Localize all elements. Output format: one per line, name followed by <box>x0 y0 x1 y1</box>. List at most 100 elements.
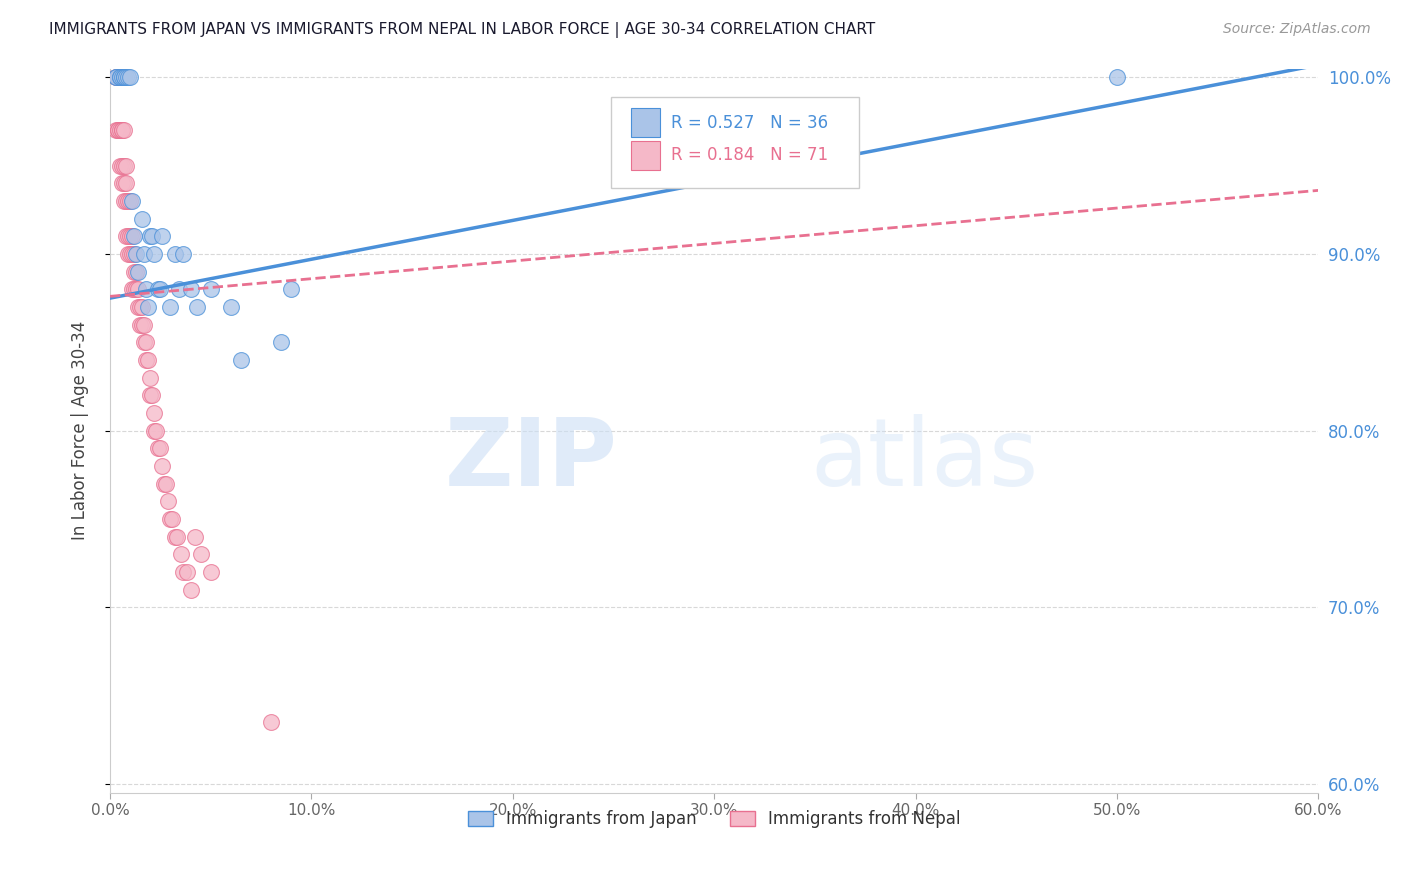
Point <box>129 318 152 332</box>
Point <box>152 458 174 473</box>
Point <box>108 159 131 173</box>
Point <box>105 123 128 137</box>
Point <box>180 282 202 296</box>
Point <box>129 300 152 314</box>
Point <box>115 159 138 173</box>
Point <box>115 177 138 191</box>
Point <box>111 159 134 173</box>
Point <box>120 70 142 85</box>
Point <box>111 177 134 191</box>
Point <box>131 300 153 314</box>
Point <box>145 424 167 438</box>
Point <box>121 282 143 296</box>
Point <box>163 247 186 261</box>
Point <box>166 530 188 544</box>
Point <box>122 247 145 261</box>
Text: IMMIGRANTS FROM JAPAN VS IMMIGRANTS FROM NEPAL IN LABOR FORCE | AGE 30-34 CORREL: IMMIGRANTS FROM JAPAN VS IMMIGRANTS FROM… <box>49 22 876 38</box>
Point <box>176 565 198 579</box>
Point <box>120 194 142 208</box>
Point <box>105 70 128 85</box>
Point <box>167 282 190 296</box>
Point <box>105 70 128 85</box>
Point <box>134 335 156 350</box>
Point <box>115 229 138 244</box>
Point <box>107 123 129 137</box>
Point <box>112 177 135 191</box>
Point <box>108 70 131 85</box>
Point <box>138 353 160 368</box>
Point <box>162 512 184 526</box>
Point <box>134 318 156 332</box>
Point <box>139 229 162 244</box>
Point <box>190 547 212 561</box>
Point <box>141 229 163 244</box>
Point <box>108 70 131 85</box>
Point <box>260 714 283 729</box>
Point <box>112 70 135 85</box>
Point <box>149 442 172 456</box>
Point <box>112 159 135 173</box>
Point <box>143 247 166 261</box>
Point <box>152 229 174 244</box>
Text: atlas: atlas <box>811 414 1039 506</box>
Point <box>115 70 138 85</box>
Point <box>107 123 129 137</box>
Point <box>148 282 170 296</box>
Point <box>127 282 149 296</box>
Point <box>153 476 176 491</box>
Point <box>138 300 160 314</box>
Point <box>270 335 292 350</box>
Point <box>112 70 135 85</box>
Point <box>125 282 148 296</box>
Point <box>120 247 142 261</box>
Point <box>229 353 252 368</box>
Point <box>155 476 177 491</box>
Point <box>131 211 153 226</box>
Point <box>135 353 157 368</box>
FancyBboxPatch shape <box>612 97 859 188</box>
Point <box>121 247 143 261</box>
Point <box>200 282 222 296</box>
Point <box>148 442 170 456</box>
Point <box>135 282 157 296</box>
Point <box>157 494 180 508</box>
Point <box>183 530 205 544</box>
Legend: Immigrants from Japan, Immigrants from Nepal: Immigrants from Japan, Immigrants from N… <box>461 804 967 835</box>
Point <box>125 265 148 279</box>
Point <box>125 247 148 261</box>
Point <box>141 388 163 402</box>
Point <box>1105 70 1128 85</box>
Point <box>134 247 156 261</box>
Point <box>131 318 153 332</box>
Point <box>163 530 186 544</box>
Text: R = 0.184   N = 71: R = 0.184 N = 71 <box>671 146 828 164</box>
Text: R = 0.527   N = 36: R = 0.527 N = 36 <box>671 114 828 132</box>
Point <box>105 70 128 85</box>
Point <box>127 300 149 314</box>
Point <box>159 300 181 314</box>
Point <box>121 229 143 244</box>
Point <box>122 229 145 244</box>
Point <box>117 247 139 261</box>
Point <box>111 70 134 85</box>
Y-axis label: In Labor Force | Age 30-34: In Labor Force | Age 30-34 <box>72 321 89 541</box>
Point <box>143 424 166 438</box>
Point <box>112 194 135 208</box>
Point <box>139 388 162 402</box>
Point <box>172 247 194 261</box>
Point <box>159 512 181 526</box>
Point <box>200 565 222 579</box>
Point <box>117 70 139 85</box>
Point <box>112 123 135 137</box>
Point <box>120 229 142 244</box>
Text: ZIP: ZIP <box>444 414 617 506</box>
Point <box>108 70 131 85</box>
Text: Source: ZipAtlas.com: Source: ZipAtlas.com <box>1223 22 1371 37</box>
Point <box>105 70 128 85</box>
Point <box>280 282 302 296</box>
Point <box>117 229 139 244</box>
FancyBboxPatch shape <box>631 141 659 169</box>
Point <box>186 300 208 314</box>
Point <box>111 123 134 137</box>
Point <box>180 582 202 597</box>
